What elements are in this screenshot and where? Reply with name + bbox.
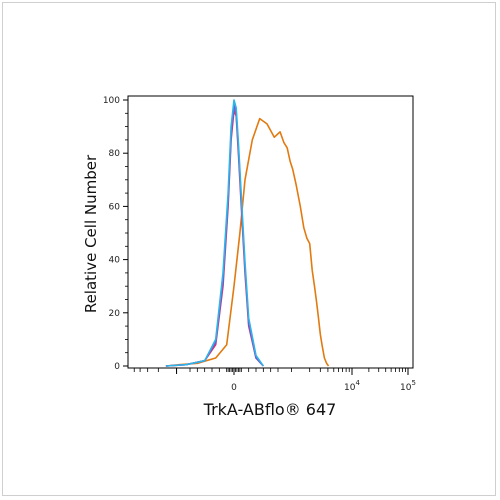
plot-area-border <box>127 95 414 369</box>
y-axis-title: Relative Cell Number <box>82 154 100 313</box>
x-tick-label: 0 <box>231 383 237 393</box>
y-tick-label: 40 <box>109 256 121 266</box>
x-axis-title: TrkA-ABflo® 647 <box>203 400 337 419</box>
series-line-3 <box>165 104 264 367</box>
y-axis-ticks: 0 20 40 60 80 100 <box>103 96 128 372</box>
x-axis-ticks: 0 104 105 <box>133 368 416 393</box>
y-tick-label: 20 <box>109 309 121 319</box>
series-line-2 <box>165 109 264 367</box>
y-tick-label: 0 <box>114 362 120 372</box>
x-tick-label: 104 <box>344 379 360 393</box>
series-line-4 <box>165 99 264 367</box>
y-tick-label: 60 <box>109 202 121 212</box>
y-tick-label: 80 <box>109 149 121 159</box>
x-tick-label: 105 <box>400 379 416 393</box>
series-line-1 <box>165 117 330 367</box>
series-layer <box>165 99 330 367</box>
y-tick-label: 100 <box>103 96 120 106</box>
figure-frame <box>2 2 496 496</box>
